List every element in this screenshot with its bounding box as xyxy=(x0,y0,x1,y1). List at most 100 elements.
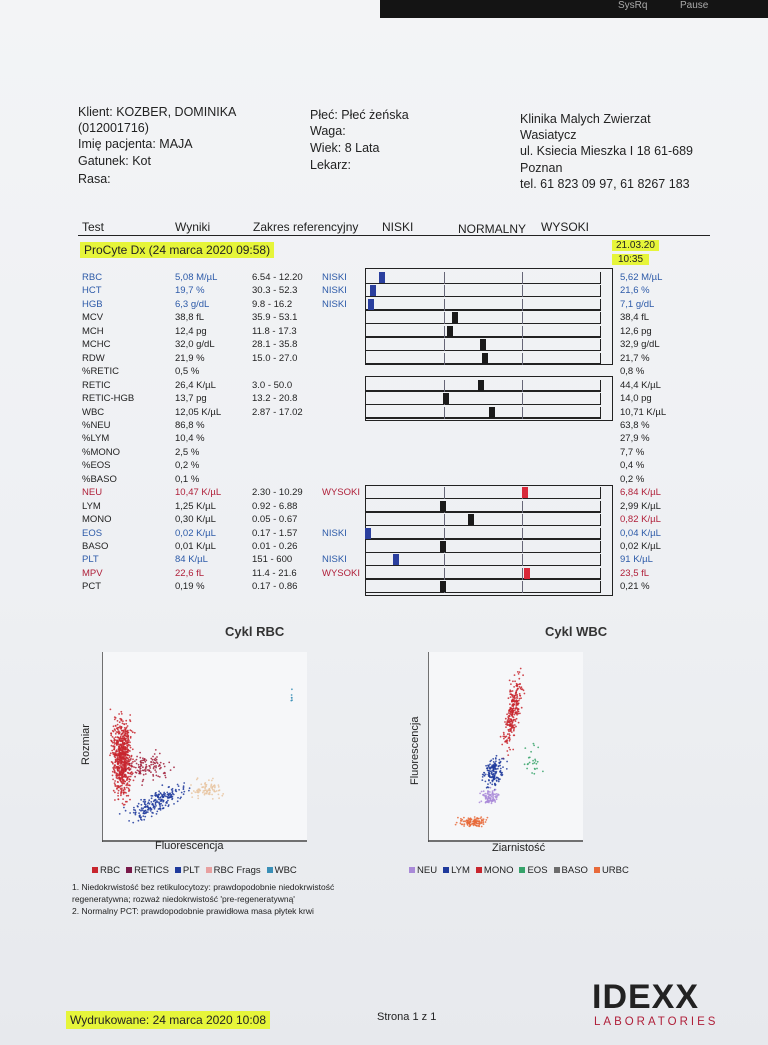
reference-range: 11.8 - 17.3 xyxy=(252,325,297,337)
test-name: LYM xyxy=(82,500,101,512)
test-value: 2,5 % xyxy=(175,446,200,458)
retics-cluster xyxy=(124,749,175,786)
test-value: 19,7 % xyxy=(175,285,205,297)
rbc-plot-title: Cykl RBC xyxy=(225,624,285,639)
gauge-marker xyxy=(524,567,531,579)
gauge-marker xyxy=(447,325,454,337)
gauge-divider xyxy=(443,298,445,311)
test-name: BASO xyxy=(82,541,109,552)
gauge-divider xyxy=(521,312,523,325)
range-gauge xyxy=(365,554,601,567)
previous-value: 0,02 K/µL xyxy=(620,541,661,552)
gauge-divider xyxy=(521,272,523,284)
gauge-divider xyxy=(521,379,523,392)
test-name: RETIC xyxy=(82,379,111,391)
test-name: MCHC xyxy=(82,339,111,351)
reference-range: 2.87 - 17.02 xyxy=(252,406,303,418)
clinic-phone: tel. 61 823 09 97, 61 8267 183 xyxy=(520,177,690,191)
result-row: RETIC 26,4 K/µL 3.0 - 50.0 44,4 K/µL xyxy=(82,379,672,393)
gauge-divider xyxy=(443,567,445,580)
col-normal: NORMALNY xyxy=(458,222,527,236)
gauge-baseline xyxy=(366,336,600,338)
patient-name: Imię pacjenta: MAJA xyxy=(78,137,193,151)
result-row: RBC 5,08 M/µL 6.54 - 12.20 NISKI 5,62 M/µL xyxy=(82,272,672,285)
gauge-marker xyxy=(480,339,486,351)
previous-value: 2,99 K/µL xyxy=(620,500,661,512)
test-value: 0,5 % xyxy=(175,366,200,378)
reference-range: 0.92 - 6.88 xyxy=(252,500,298,512)
test-value: 0,02 K/µL xyxy=(175,527,216,539)
wbc-trace xyxy=(290,688,293,702)
wbc-scatter-svg xyxy=(427,652,583,842)
note-2: 2. Normalny PCT: prawdopodobnie prawidło… xyxy=(72,906,314,916)
test-name: RETIC-HGB xyxy=(82,393,135,405)
test-name: HGB xyxy=(82,298,103,310)
rbc-legend-label: RBC Frags xyxy=(213,865,261,876)
rbc-legend-swatch xyxy=(174,867,181,873)
previous-value: 12,6 pg xyxy=(620,325,652,337)
result-row: BASO 0,01 K/µL 0.01 - 0.26 0,02 K/µL xyxy=(82,541,672,554)
gauge-marker xyxy=(489,406,496,418)
reference-range: 35.9 - 53.1 xyxy=(252,312,298,324)
wbc-legend-swatch xyxy=(593,867,600,873)
gauge-divider xyxy=(443,554,445,567)
test-value: 0,30 K/µL xyxy=(175,514,216,526)
gauge-divider xyxy=(521,514,523,527)
gauge-marker xyxy=(522,487,529,499)
test-value: 84 K/µL xyxy=(175,554,208,566)
gauge-baseline xyxy=(366,390,600,392)
age: Wiek: 8 Lata xyxy=(310,141,380,155)
gauge-divider xyxy=(443,406,445,419)
client-id: (012001716) xyxy=(78,121,149,135)
range-gauge xyxy=(365,298,601,311)
gauge-baseline xyxy=(366,295,600,298)
previous-value: 7,7 % xyxy=(620,446,645,458)
note-1b: regeneratywna; rozważ niedokrwistość 'pr… xyxy=(72,894,295,904)
weight: Waga: xyxy=(310,124,346,138)
wbc-plot-title: Cykl WBC xyxy=(545,624,608,639)
test-value: 0,1 % xyxy=(175,473,200,485)
flag-label: NISKI xyxy=(322,298,347,310)
gauge-marker xyxy=(477,379,484,391)
reference-range: 11.4 - 21.6 xyxy=(252,567,297,579)
gauge-marker xyxy=(440,581,447,593)
previous-value: 0,82 K/µL xyxy=(620,514,661,526)
previous-value: 63,8 % xyxy=(620,419,650,431)
clinic-city: Poznan xyxy=(520,161,563,175)
test-name: PCT xyxy=(82,581,101,593)
test-name: %LYM xyxy=(82,433,110,445)
result-row: PCT 0,19 % 0.17 - 0.86 0,21 % xyxy=(82,581,672,594)
test-name: %RETIC xyxy=(82,366,119,378)
test-name: WBC xyxy=(82,406,105,418)
gauge-marker xyxy=(367,298,374,310)
previous-value: 7,1 g/dL xyxy=(620,298,655,310)
gauge-divider xyxy=(521,393,523,406)
previous-value: 0,04 K/µL xyxy=(620,527,661,539)
test-name: %EOS xyxy=(82,460,111,472)
test-value: 21,9 % xyxy=(175,352,205,364)
test-name: HCT xyxy=(82,285,102,297)
reference-range: 0.05 - 0.67 xyxy=(252,514,298,526)
sex: Płeć: Płeć żeńska xyxy=(310,108,409,122)
gauge-divider xyxy=(521,325,523,338)
wbc-legend-label: NEU xyxy=(417,865,438,876)
test-name: NEU xyxy=(82,487,103,499)
test-value: 10,47 K/µL xyxy=(175,487,222,499)
urbc-cluster xyxy=(454,816,489,828)
result-row: %BASO 0,1 % 0,2 % xyxy=(82,474,672,487)
gauge-baseline xyxy=(366,578,600,580)
previous-value: 0,8 % xyxy=(620,366,645,378)
gauge-baseline xyxy=(366,322,600,325)
idexx-logo: IDEXX xyxy=(592,978,700,1016)
gauge-divider xyxy=(521,500,523,513)
col-range: Zakres referencyjny xyxy=(253,220,359,234)
previous-value: 27,9 % xyxy=(620,433,650,445)
test-value: 1,25 K/µL xyxy=(175,500,216,512)
gauge-divider xyxy=(521,541,523,553)
rbc-legend-label: WBC xyxy=(274,865,297,876)
gauge-marker xyxy=(365,527,372,539)
keyboard-edge: SysRq Pause xyxy=(380,0,768,18)
gauge-marker xyxy=(482,352,489,364)
wbc-x-label: Ziarnistość xyxy=(492,842,546,854)
test-value: 0,2 % xyxy=(175,460,200,472)
